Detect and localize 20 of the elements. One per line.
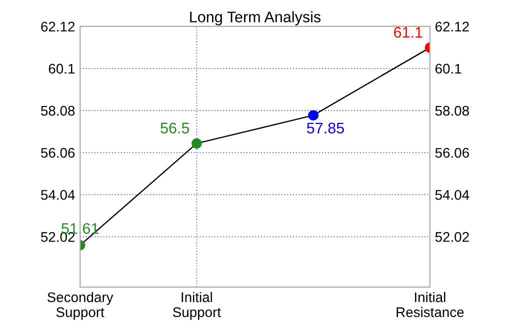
x-tick-label: Initial Resistance: [396, 292, 464, 318]
x-tick-label: Secondary Support: [48, 292, 114, 320]
data-label: 56.5: [160, 122, 190, 134]
y2-tick-label: 56.06: [435, 148, 469, 158]
y-tick-label: 58.08: [41, 106, 75, 116]
y2-tick-label: 58.08: [435, 106, 469, 116]
data-label: 51.61: [62, 223, 98, 234]
y2-tick-label: 54.04: [435, 190, 470, 200]
y-tick-label: 62.12: [41, 22, 75, 32]
y-tick-label: 54.04: [41, 190, 75, 200]
y-tick-label: 60.1: [48, 64, 75, 74]
y2-tick-label: 52.02: [435, 232, 469, 242]
chart-title: Long Term Analysis: [190, 11, 321, 26]
x-tick-label: Initial Support: [173, 292, 221, 320]
y-tick-label: 52.02: [41, 232, 75, 242]
y-tick-label: 56.06: [41, 148, 75, 158]
data-label: 57.85: [306, 122, 344, 134]
y2-tick-label: 60.1: [435, 64, 462, 74]
y2-tick-label: 62.12: [435, 22, 469, 32]
data-label: 61.1: [394, 26, 422, 38]
